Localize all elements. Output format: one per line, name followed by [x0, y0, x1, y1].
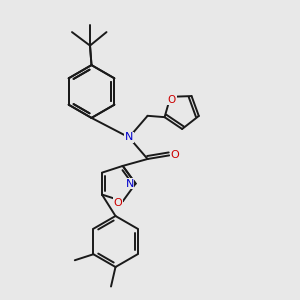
- Text: O: O: [168, 95, 176, 105]
- Text: O: O: [114, 198, 123, 208]
- Text: O: O: [170, 150, 179, 161]
- Text: N: N: [125, 178, 134, 189]
- Text: N: N: [125, 132, 133, 142]
